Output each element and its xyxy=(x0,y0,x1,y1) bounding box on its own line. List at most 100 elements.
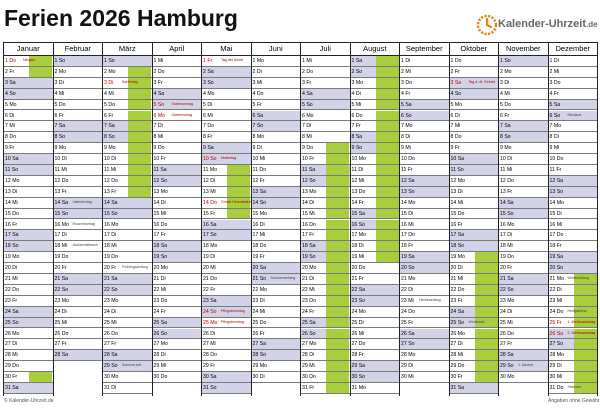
day-cell[interactable]: 20 Do xyxy=(350,263,399,274)
day-cell[interactable]: 30 Do xyxy=(152,372,201,383)
day-cell[interactable]: 27 Fr xyxy=(103,339,152,351)
day-cell[interactable]: 29 Mi xyxy=(301,361,350,373)
day-cell[interactable]: 18 Sa xyxy=(301,241,350,253)
day-cell[interactable]: 1 Sa xyxy=(350,56,399,67)
day-cell[interactable]: 2 So xyxy=(350,66,399,78)
day-cell[interactable]: 21 Sa xyxy=(499,274,548,285)
day-cell[interactable]: 12 So xyxy=(301,175,350,187)
day-cell[interactable]: 6 Di xyxy=(4,111,53,122)
day-cell[interactable]: 22 So xyxy=(499,284,548,296)
day-cell[interactable]: 13 Do xyxy=(350,186,399,198)
day-cell[interactable]: 18 Do xyxy=(251,241,300,253)
day-cell[interactable]: 15 Mi xyxy=(152,209,201,220)
day-cell[interactable]: 6 So xyxy=(400,110,449,122)
day-cell[interactable]: 25 Mo Pfingstmontag xyxy=(202,318,251,329)
day-cell[interactable]: 28 So xyxy=(251,350,300,362)
day-cell[interactable]: 7 Sa xyxy=(103,121,152,133)
day-cell[interactable]: 16 Mo xyxy=(103,220,152,231)
day-cell[interactable]: 21 So Sommeranfang xyxy=(251,274,300,285)
day-cell[interactable]: 24 Di xyxy=(499,307,548,318)
day-cell[interactable]: 18 Mi Aschermittwoch xyxy=(53,241,102,253)
day-cell[interactable]: 30 Fr xyxy=(449,372,498,383)
day-cell[interactable]: 9 Mi xyxy=(548,143,597,155)
day-cell[interactable]: 20 Mo xyxy=(301,263,350,274)
day-cell[interactable]: 17 Di xyxy=(499,230,548,242)
day-cell[interactable]: 31 Fr xyxy=(301,383,350,394)
day-cell[interactable]: 1 Di xyxy=(400,56,449,67)
day-cell[interactable]: 19 Di xyxy=(202,252,251,264)
day-cell[interactable]: 9 Fr xyxy=(449,143,498,155)
day-cell[interactable]: 5 Mo xyxy=(449,100,498,111)
day-cell[interactable]: 8 So xyxy=(499,132,548,144)
day-cell[interactable]: 17 Di xyxy=(103,230,152,242)
day-cell[interactable]: 18 Mo xyxy=(202,241,251,253)
day-cell[interactable]: 27 Do xyxy=(350,339,399,351)
day-cell[interactable]: 8 Sa xyxy=(350,132,399,144)
day-cell[interactable]: 14 Mi xyxy=(4,198,53,209)
day-cell[interactable]: 22 Di xyxy=(548,284,597,296)
day-cell[interactable]: 9 So xyxy=(350,143,399,155)
day-cell[interactable]: 6 Fr xyxy=(103,110,152,122)
day-cell[interactable]: 28 Di xyxy=(152,350,201,362)
day-cell[interactable]: 23 Mo xyxy=(103,296,152,307)
day-cell[interactable]: 22 Di xyxy=(400,285,449,296)
day-cell[interactable]: 8 Mi xyxy=(152,132,201,144)
day-cell[interactable]: 25 Mi xyxy=(103,318,152,329)
day-cell[interactable]: 31 Do Silvester xyxy=(548,383,597,394)
day-cell[interactable]: 5 So xyxy=(301,99,350,111)
day-cell[interactable]: 14 Do Christi Himmelfahrt xyxy=(202,197,251,209)
day-cell[interactable]: 12 Di xyxy=(202,175,251,187)
day-cell[interactable]: 24 Do Heiligabend xyxy=(548,306,597,318)
day-cell[interactable]: 27 Di xyxy=(449,339,498,351)
day-cell[interactable]: 5 So Ostersonntag xyxy=(152,99,201,111)
day-cell[interactable]: 25 Di xyxy=(350,318,399,329)
day-cell[interactable]: 19 Mo xyxy=(449,252,498,264)
day-cell[interactable]: 29 Do xyxy=(449,361,498,373)
day-cell[interactable]: 8 So xyxy=(53,132,102,144)
day-cell[interactable]: 5 Do xyxy=(103,99,152,111)
day-cell[interactable]: 7 Di xyxy=(301,121,350,133)
day-cell[interactable]: 22 So xyxy=(103,284,152,296)
day-cell[interactable]: 16 Sa xyxy=(202,219,251,231)
day-cell[interactable]: 4 Di xyxy=(350,88,399,100)
day-cell[interactable]: 29 Do xyxy=(4,361,53,373)
day-cell[interactable]: 3 Fr xyxy=(152,78,201,89)
day-cell[interactable]: 11 Sa xyxy=(152,165,201,176)
day-cell[interactable]: 21 Mo xyxy=(400,274,449,285)
day-cell[interactable]: 16 Mi xyxy=(548,220,597,231)
day-cell[interactable]: 24 Fr xyxy=(152,307,201,318)
day-cell[interactable]: 13 Di xyxy=(449,187,498,198)
day-cell[interactable]: 25 So xyxy=(4,317,53,329)
day-cell[interactable]: 25 Fr 1. Weihnachtstag xyxy=(548,317,597,329)
day-cell[interactable]: 13 So xyxy=(400,186,449,198)
day-cell[interactable]: 23 Sa xyxy=(202,295,251,307)
day-cell[interactable]: 17 Mi xyxy=(251,230,300,242)
day-cell[interactable]: 7 Di xyxy=(152,121,201,133)
day-cell[interactable]: 30 Do xyxy=(301,372,350,383)
day-cell[interactable]: 18 Mi xyxy=(499,241,548,253)
day-cell[interactable]: 18 So xyxy=(449,241,498,253)
day-cell[interactable]: 23 Di xyxy=(251,296,300,307)
day-cell[interactable]: 17 Fr xyxy=(301,230,350,242)
day-cell[interactable]: 21 Mi xyxy=(449,274,498,285)
day-cell[interactable]: 17 Di xyxy=(53,230,102,242)
day-cell[interactable]: 5 Di xyxy=(202,100,251,111)
day-cell[interactable]: 8 Di xyxy=(548,132,597,144)
day-cell[interactable]: 23 Do xyxy=(152,296,201,307)
day-cell[interactable]: 3 Do xyxy=(400,78,449,89)
day-cell[interactable]: 21 Mo Winteranfang xyxy=(548,274,597,285)
day-cell[interactable]: 13 Sa xyxy=(251,186,300,198)
day-cell[interactable]: 28 Mo xyxy=(400,350,449,362)
day-cell[interactable]: 3 Fr xyxy=(301,78,350,89)
day-cell[interactable]: 15 Fr xyxy=(202,208,251,220)
day-cell[interactable]: 5 Do xyxy=(499,100,548,111)
day-cell[interactable]: 27 Mo xyxy=(152,339,201,351)
day-cell[interactable]: 28 Fr xyxy=(350,350,399,362)
day-cell[interactable]: 29 Di xyxy=(400,361,449,373)
day-cell[interactable]: 6 Sa xyxy=(251,110,300,122)
day-cell[interactable]: 4 Mo xyxy=(202,89,251,100)
day-cell[interactable]: 26 Di xyxy=(202,329,251,340)
day-cell[interactable]: 8 So xyxy=(103,132,152,144)
day-cell[interactable]: 27 Mi xyxy=(202,339,251,351)
day-cell[interactable]: 6 Di xyxy=(449,111,498,122)
